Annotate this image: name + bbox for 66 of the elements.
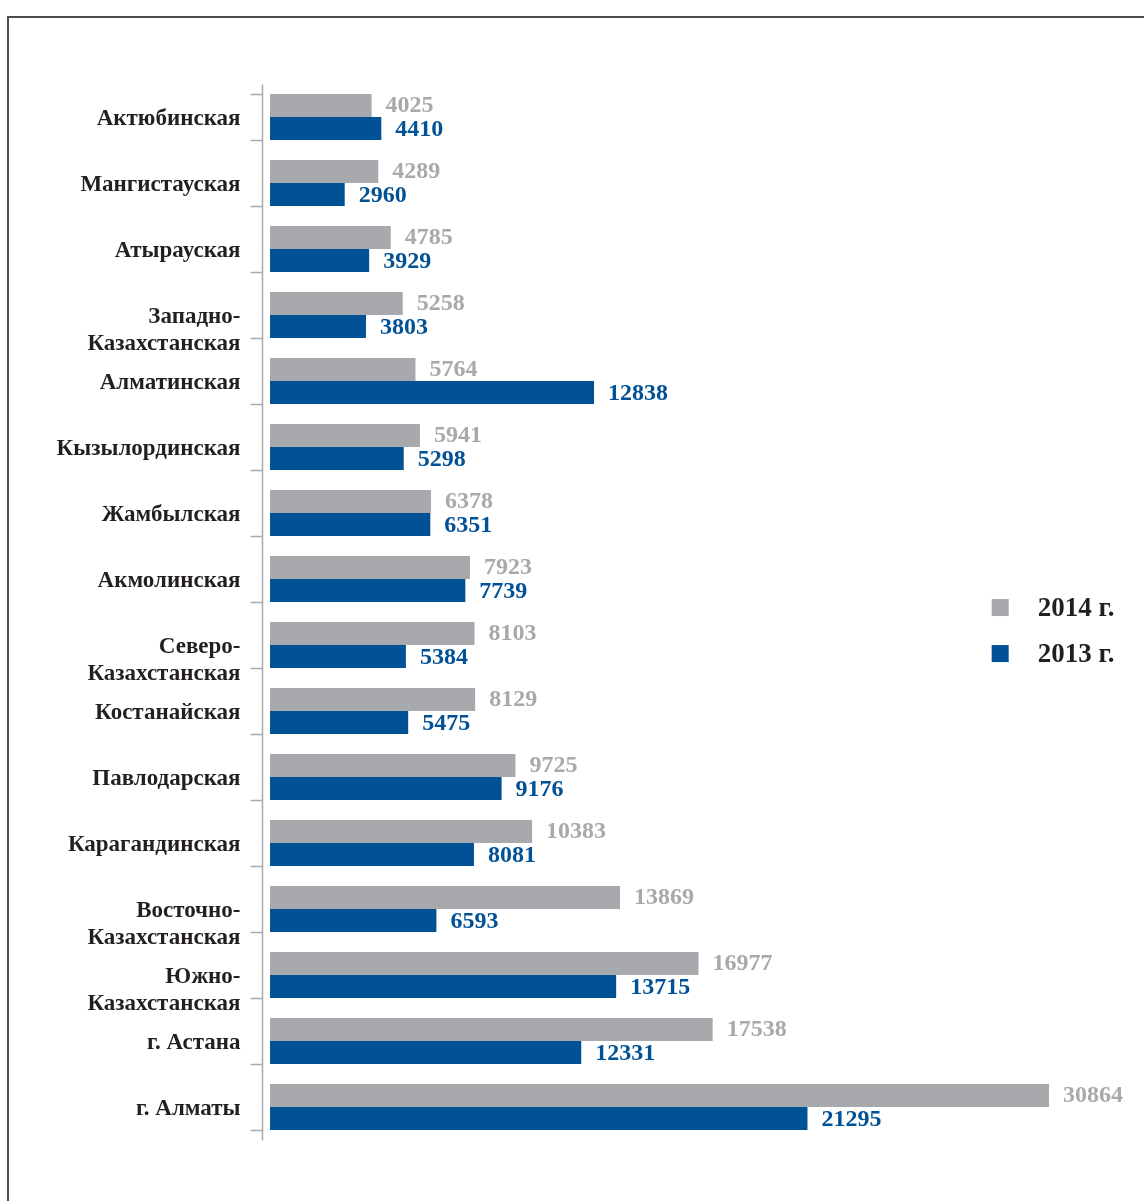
y-tick-label: г. Алматы bbox=[135, 1094, 241, 1120]
y-tick-label: Павлодарская bbox=[92, 764, 241, 790]
data-label: 5384 bbox=[419, 642, 468, 669]
y-tick-label: Восточно-Казахстанская bbox=[87, 896, 241, 949]
legend-label: 2014 г. bbox=[1037, 591, 1115, 622]
data-label: 10383 bbox=[546, 817, 607, 844]
bar bbox=[270, 1107, 808, 1131]
y-tick-label: Акмолинская bbox=[97, 566, 241, 592]
data-label: 5475 bbox=[422, 708, 471, 735]
bar bbox=[270, 975, 617, 999]
data-label: 8129 bbox=[489, 685, 538, 712]
bar bbox=[270, 819, 533, 843]
bar bbox=[270, 621, 475, 645]
bar bbox=[270, 1017, 713, 1041]
bar bbox=[270, 249, 370, 273]
bar bbox=[270, 315, 366, 339]
y-tick-label: Атырауская bbox=[114, 236, 241, 262]
data-label: 8103 bbox=[488, 619, 537, 646]
y-tick-label: Мангистауская bbox=[80, 170, 241, 196]
data-label: 13715 bbox=[630, 972, 691, 999]
bar bbox=[270, 291, 403, 315]
data-label: 12331 bbox=[595, 1038, 656, 1065]
bar bbox=[270, 711, 409, 735]
data-label: 21295 bbox=[821, 1104, 882, 1131]
y-tick-label: Алматинская bbox=[99, 368, 241, 394]
bar bbox=[270, 489, 431, 513]
bar bbox=[270, 1083, 1049, 1107]
y-tick-label: Северо-Казахстанская bbox=[87, 632, 241, 685]
bar bbox=[270, 579, 466, 603]
bar bbox=[270, 753, 516, 777]
bar bbox=[270, 1041, 582, 1065]
data-label: 8081 bbox=[487, 840, 536, 867]
data-label: 30864 bbox=[1063, 1081, 1123, 1108]
bar bbox=[270, 447, 404, 471]
bar bbox=[270, 555, 470, 579]
data-label: 6593 bbox=[450, 906, 499, 933]
legend-label: 2013 г. bbox=[1037, 637, 1115, 668]
y-tick-label: Южно-Казахстанская bbox=[87, 962, 241, 1015]
y-tick-label: Кызылординская bbox=[56, 434, 241, 460]
data-label: 12838 bbox=[608, 378, 669, 405]
bar bbox=[270, 93, 372, 117]
bar bbox=[270, 513, 431, 537]
bar bbox=[270, 381, 595, 405]
data-label: 17538 bbox=[726, 1015, 787, 1042]
y-tick-label: Западно-Казахстанская bbox=[87, 302, 241, 355]
bar bbox=[270, 159, 379, 183]
y-tick-label: Карагандинская bbox=[67, 830, 241, 856]
y-tick-label: Жамбылская bbox=[101, 500, 241, 526]
bar bbox=[270, 909, 437, 933]
bar bbox=[270, 687, 476, 711]
y-tick-label: г. Астана bbox=[147, 1028, 241, 1054]
bar bbox=[270, 843, 474, 867]
bar bbox=[270, 645, 406, 669]
bar bbox=[270, 885, 621, 909]
y-tick-label: Актюбинская bbox=[96, 104, 241, 130]
bar bbox=[270, 357, 416, 381]
data-label: 5764 bbox=[429, 355, 478, 382]
y-tick-label: Костанайская bbox=[95, 698, 241, 724]
bar bbox=[270, 423, 420, 447]
data-label: 13869 bbox=[634, 883, 695, 910]
bar bbox=[270, 225, 391, 249]
bar bbox=[270, 117, 382, 141]
bar bbox=[270, 183, 345, 207]
bar bbox=[270, 777, 502, 801]
data-label: 16977 bbox=[712, 949, 773, 976]
bar bbox=[270, 951, 699, 975]
